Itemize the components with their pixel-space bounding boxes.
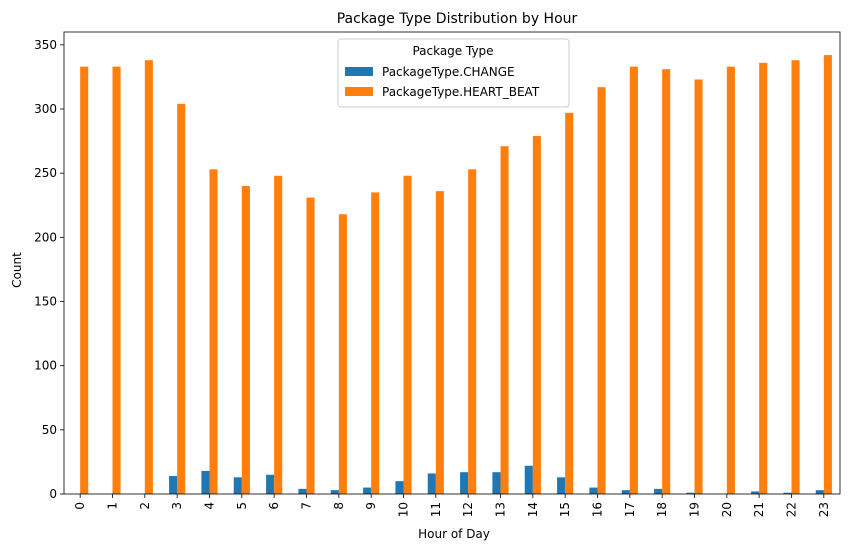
bar-packagetype-heart-beat-16 [597,87,606,494]
bar-packagetype-change-14 [524,465,533,494]
bar-packagetype-heart-beat-6 [274,175,283,494]
y-tick-label: 300 [34,102,57,116]
bar-packagetype-heart-beat-9 [371,192,380,494]
bar-packagetype-heart-beat-5 [241,186,250,494]
y-tick-label: 250 [34,166,57,180]
x-tick-label: 4 [203,502,217,510]
y-axis-label: Count [10,252,24,288]
bar-packagetype-heart-beat-20 [726,66,735,495]
bar-packagetype-change-23 [815,490,824,494]
x-axis-label: Hour of Day [418,527,490,541]
bar-packagetype-change-5 [233,477,242,494]
bar-packagetype-change-22 [783,492,792,494]
x-tick-label: 21 [752,502,766,517]
x-tick-label: 3 [170,502,184,510]
x-tick-label: 16 [591,502,605,517]
bar-packagetype-heart-beat-13 [500,146,509,494]
x-tick-label: 1 [106,502,120,510]
chart-title: Package Type Distribution by Hour [337,11,578,27]
x-tick-label: 12 [461,502,475,517]
y-tick-label: 100 [34,359,57,373]
bar-packagetype-heart-beat-17 [629,66,638,495]
legend-swatch-heart-beat [345,87,373,96]
bar-packagetype-change-19 [686,492,695,494]
bar-packagetype-heart-beat-21 [759,62,768,495]
y-tick-label: 50 [42,423,57,437]
bar-packagetype-change-6 [266,474,275,494]
legend-box [337,38,570,108]
x-tick-label: 14 [526,502,540,517]
bar-packagetype-heart-beat-11 [435,191,444,494]
bar-packagetype-heart-beat-2 [144,60,153,494]
bar-packagetype-change-18 [654,488,663,494]
y-tick-label: 150 [34,295,57,309]
legend-entry-change: PackageType.CHANGE [382,65,515,79]
bar-packagetype-heart-beat-0 [80,66,89,495]
bar-packagetype-heart-beat-18 [662,69,671,494]
plot-frame [63,31,841,495]
bar-packagetype-change-11 [427,473,436,494]
bar-packagetype-change-12 [460,472,469,494]
bar-packagetype-change-21 [751,491,760,494]
bar-packagetype-change-10 [395,481,404,494]
x-tick-label: 17 [623,502,637,517]
bar-packagetype-heart-beat-19 [694,79,703,494]
bar-packagetype-change-17 [621,490,630,494]
x-tick-label: 11 [429,502,443,517]
bar-packagetype-change-15 [557,477,566,494]
bar-packagetype-change-8 [330,490,339,494]
bar-packagetype-change-3 [169,476,178,494]
x-tick-label: 13 [494,502,508,517]
bar-packagetype-change-4 [201,470,210,494]
bar-packagetype-change-13 [492,472,501,494]
x-tick-label: 2 [138,502,152,510]
bar-packagetype-heart-beat-8 [338,214,347,494]
x-tick-label: 8 [332,502,346,510]
x-tick-label: 20 [720,502,734,517]
bar-packagetype-heart-beat-14 [532,135,541,494]
legend-title: Package Type [412,44,493,58]
bar-packagetype-heart-beat-7 [306,197,315,495]
bars [80,55,832,495]
bar-packagetype-heart-beat-12 [468,169,477,495]
x-tick-label: 23 [817,502,831,517]
x-tick-label: 7 [300,502,314,510]
x-tick-label: 6 [267,502,281,510]
bar-packagetype-heart-beat-10 [403,175,412,494]
x-tick-label: 9 [364,502,378,510]
x-tick-label: 18 [655,502,669,517]
legend-entry-heart-beat: PackageType.HEART_BEAT [382,85,540,99]
x-tick-label: 22 [785,502,799,517]
y-tick-label: 350 [34,38,57,52]
bar-packagetype-change-16 [589,487,598,494]
bar-packagetype-change-7 [298,488,307,494]
y-tick-label: 200 [34,230,57,244]
bar-packagetype-heart-beat-22 [791,60,800,494]
x-tick-label: 15 [558,502,572,517]
bar-packagetype-heart-beat-4 [209,169,218,495]
bar-packagetype-heart-beat-15 [565,112,574,494]
bar-packagetype-change-9 [363,487,372,494]
x-tick-label: 5 [235,502,249,510]
legend: Package Type PackageType.CHANGE PackageT… [337,38,570,108]
x-tick-label: 0 [73,502,87,510]
bar-packagetype-heart-beat-23 [823,55,832,494]
x-tick-label: 10 [397,502,411,517]
x-tick-label: 19 [688,502,702,517]
bar-packagetype-heart-beat-1 [112,66,121,495]
bar-packagetype-heart-beat-3 [177,103,186,494]
y-tick-label: 0 [49,487,57,501]
legend-swatch-change [345,67,373,76]
